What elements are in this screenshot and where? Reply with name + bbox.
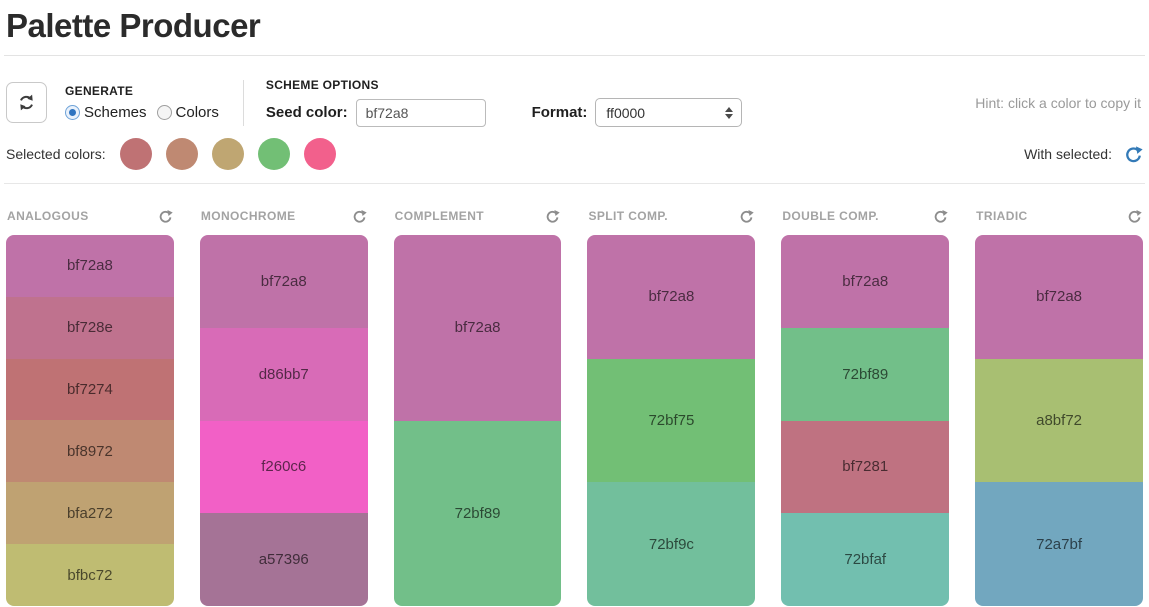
toolbar: GENERATE Schemes Colors SCHEME OPTIONS S… — [4, 78, 1145, 127]
with-selected-label: With selected: — [1024, 146, 1112, 162]
color-swatch[interactable]: bfa272 — [6, 482, 174, 545]
scheme-column: MONOCHROME bf72a8 d86bb7 f260c6 a57396 — [199, 208, 368, 606]
scheme-name: COMPLEMENT — [394, 209, 484, 223]
swatch-stack: bf72a8 72bf89 bf7281 72bfaf — [781, 235, 950, 606]
radio-colors-label[interactable]: Colors — [175, 104, 219, 121]
color-swatch[interactable]: 72a7bf — [975, 482, 1143, 606]
palette-grid: ANALOGOUS bf72a8 bf728e bf7274 bf8972 bfa272 b… — [4, 208, 1145, 606]
scheme-header: COMPLEMENT — [395, 208, 561, 224]
scheme-options-group: SCHEME OPTIONS Seed color: Format: ff000… — [266, 78, 743, 127]
seed-color-label: Seed color: — [265, 104, 348, 121]
generate-radio-row: Schemes Colors — [65, 104, 229, 121]
swatch-stack: bf72a8 72bf89 — [393, 235, 562, 606]
section-divider — [4, 183, 1145, 184]
swatch-stack: bf72a8 bf728e bf7274 bf8972 bfa272 bfbc72 — [6, 235, 174, 606]
scheme-header: MONOCHROME — [201, 208, 367, 224]
format-select-value: ff0000 — [606, 104, 646, 121]
swatch-stack: bf72a8 a8bf72 72a7bf — [975, 235, 1143, 606]
radio-dot — [69, 109, 76, 116]
generate-group-label: GENERATE — [65, 84, 134, 98]
selected-colors-row: Selected colors: With selected: — [4, 137, 1145, 171]
hint-text: Hint: click a color to copy it — [975, 94, 1141, 111]
selected-color-chip[interactable] — [165, 138, 198, 170]
color-swatch[interactable]: bf72a8 — [6, 235, 174, 297]
color-swatch[interactable]: bf8972 — [6, 420, 174, 483]
color-swatch[interactable]: bf7281 — [781, 420, 950, 514]
scheme-column: COMPLEMENT bf72a8 72bf89 — [393, 208, 562, 606]
scheme-name: ANALOGOUS — [7, 209, 89, 223]
radio-colors[interactable] — [156, 105, 172, 120]
regenerate-button[interactable] — [6, 82, 47, 123]
scheme-name: TRIADIC — [976, 209, 1028, 223]
color-swatch[interactable]: 72bf75 — [587, 358, 756, 483]
color-swatch[interactable]: 72bf89 — [781, 327, 950, 421]
swatch-stack: bf72a8 72bf75 72bf9c — [587, 235, 756, 606]
format-select[interactable]: ff0000 — [595, 98, 743, 127]
open-scheme-icon[interactable] — [545, 209, 561, 224]
color-swatch[interactable]: d86bb7 — [199, 327, 368, 421]
color-swatch[interactable]: bfbc72 — [6, 544, 174, 606]
seed-color-input[interactable] — [355, 98, 486, 127]
radio-schemes-label[interactable]: Schemes — [84, 104, 147, 121]
selected-color-chip[interactable] — [211, 138, 244, 170]
radio-schemes[interactable] — [65, 105, 80, 120]
scheme-name: DOUBLE COMP. — [782, 209, 879, 223]
color-swatch[interactable]: bf72a8 — [975, 235, 1143, 359]
swatch-stack: bf72a8 d86bb7 f260c6 a57396 — [199, 235, 368, 606]
selected-color-chip[interactable] — [303, 138, 336, 170]
selected-color-chips — [119, 138, 350, 170]
generate-group: GENERATE Schemes Colors — [65, 84, 229, 121]
scheme-header: ANALOGOUS — [7, 208, 173, 224]
color-swatch[interactable]: bf72a8 — [393, 235, 562, 421]
selected-colors-label: Selected colors: — [6, 146, 106, 162]
header-divider — [4, 55, 1145, 56]
scheme-column: ANALOGOUS bf72a8 bf728e bf7274 bf8972 bfa272 b… — [6, 208, 174, 606]
scheme-column: SPLIT COMP. bf72a8 72bf75 72bf9c — [587, 208, 756, 606]
scheme-header: TRIADIC — [976, 208, 1142, 224]
format-label: Format: — [531, 104, 588, 121]
scheme-name: SPLIT COMP. — [588, 209, 669, 223]
selected-color-chip[interactable] — [257, 138, 290, 170]
with-selected-action-icon[interactable] — [1124, 145, 1143, 164]
select-arrows-icon — [725, 106, 734, 119]
page-title: Palette Producer — [6, 7, 261, 44]
color-swatch[interactable]: f260c6 — [199, 420, 368, 514]
scheme-name: MONOCHROME — [200, 209, 296, 223]
open-scheme-icon[interactable] — [933, 209, 948, 224]
open-scheme-icon[interactable] — [352, 209, 367, 224]
refresh-icon — [17, 93, 36, 112]
color-swatch[interactable]: bf72a8 — [199, 235, 368, 328]
color-swatch[interactable]: bf72a8 — [587, 235, 756, 359]
scheme-options-controls: Seed color: Format: ff0000 — [266, 98, 743, 127]
color-swatch[interactable]: bf7274 — [6, 358, 174, 421]
scheme-header: DOUBLE COMP. — [782, 208, 948, 224]
open-scheme-icon[interactable] — [158, 209, 173, 224]
scheme-header: SPLIT COMP. — [588, 208, 755, 224]
color-swatch[interactable]: a8bf72 — [975, 358, 1143, 483]
open-scheme-icon[interactable] — [739, 209, 755, 224]
scheme-options-label: SCHEME OPTIONS — [265, 78, 379, 92]
open-scheme-icon[interactable] — [1127, 209, 1142, 224]
color-swatch[interactable]: a57396 — [199, 513, 368, 606]
toolbar-divider — [242, 79, 244, 126]
selected-color-chip[interactable] — [119, 138, 152, 170]
color-swatch[interactable]: 72bf89 — [393, 420, 562, 606]
scheme-column: DOUBLE COMP. bf72a8 72bf89 bf7281 72bfaf — [781, 208, 950, 606]
color-swatch[interactable]: bf728e — [6, 296, 174, 359]
color-swatch[interactable]: 72bf9c — [587, 482, 756, 606]
color-swatch[interactable]: bf72a8 — [781, 235, 950, 328]
color-swatch[interactable]: 72bfaf — [781, 513, 950, 606]
scheme-column: TRIADIC bf72a8 a8bf72 72a7bf — [975, 208, 1143, 606]
